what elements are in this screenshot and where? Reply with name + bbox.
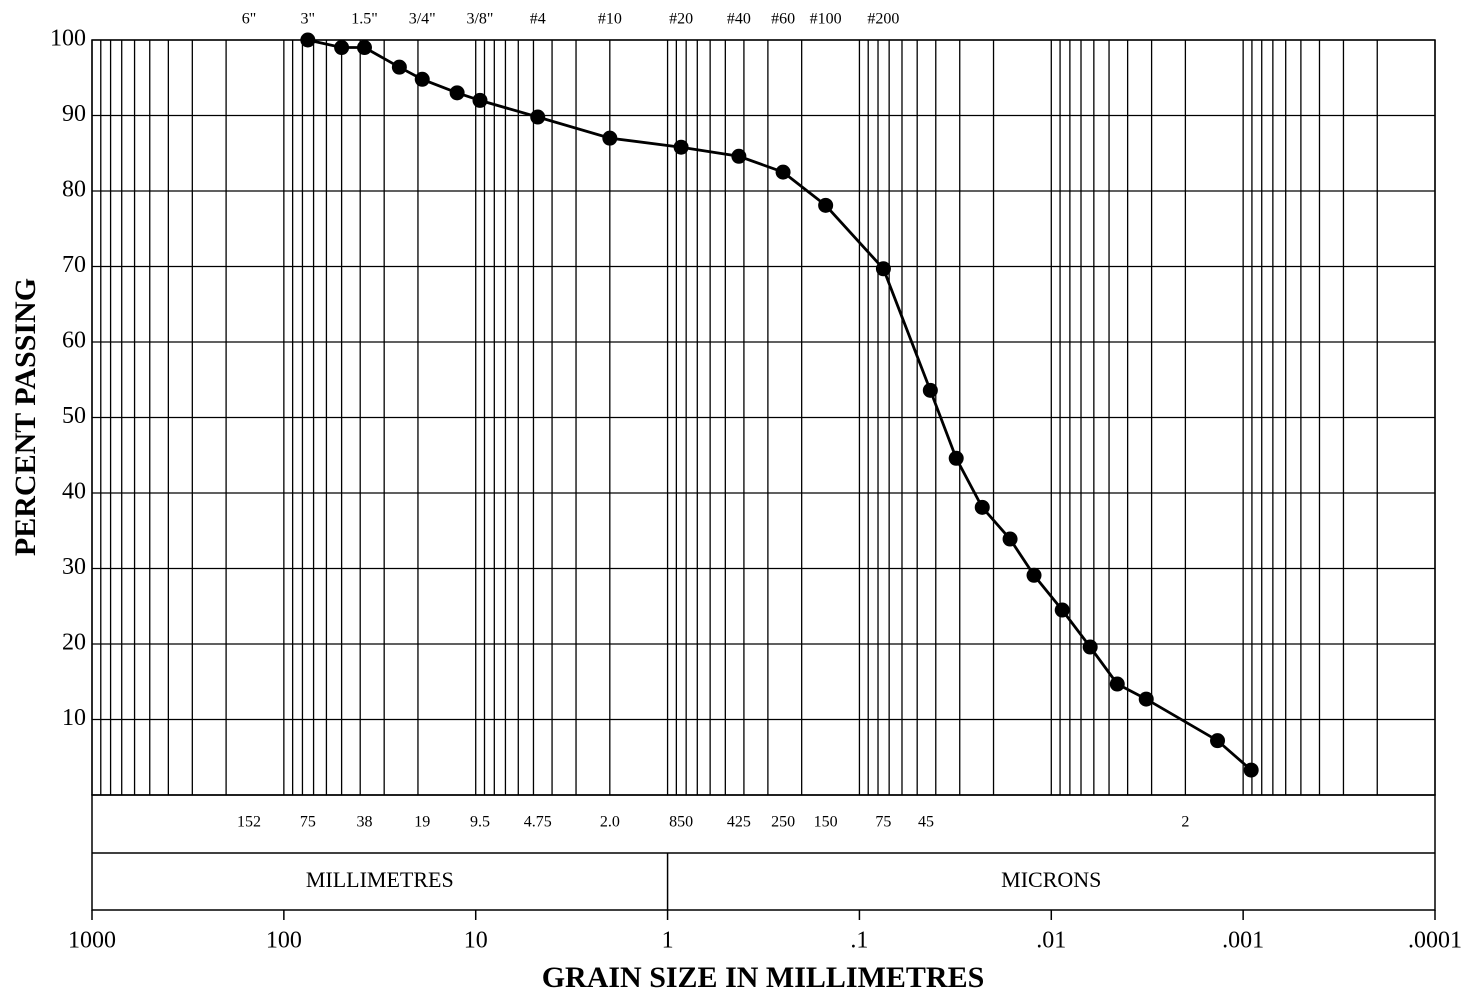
data-point <box>300 32 316 48</box>
data-point <box>414 71 430 87</box>
unit-label: MILLIMETRES <box>306 867 454 892</box>
data-point <box>1243 762 1259 778</box>
x-tick-label: 10 <box>464 928 488 954</box>
x-tick-label: .001 <box>1222 928 1264 954</box>
data-point <box>449 85 465 101</box>
y-tick-label: 80 <box>62 177 86 203</box>
y-tick-label: 100 <box>50 26 86 52</box>
size-label: 425 <box>727 814 751 831</box>
size-label: 9.5 <box>470 814 490 831</box>
sieve-label: #100 <box>810 11 842 28</box>
size-label: 2 <box>1181 814 1189 831</box>
data-point <box>1109 676 1125 692</box>
y-tick-label: 70 <box>62 252 86 278</box>
data-point <box>530 109 546 125</box>
data-point <box>775 164 791 180</box>
data-point <box>356 40 372 56</box>
size-label: 150 <box>814 814 838 831</box>
sieve-label: 6" <box>242 11 257 28</box>
data-point <box>818 197 834 213</box>
y-tick-label: 50 <box>62 403 86 429</box>
sieve-label: #20 <box>669 11 693 28</box>
data-point <box>948 450 964 466</box>
y-axis-title: PERCENT PASSING <box>9 278 42 556</box>
x-tick-label: 100 <box>266 928 302 954</box>
x-tick-label: 1 <box>662 928 674 954</box>
unit-label: MICRONS <box>1001 867 1101 892</box>
sieve-label: 3/8" <box>466 11 493 28</box>
sieve-label: #4 <box>530 11 546 28</box>
sieve-label: #40 <box>727 11 751 28</box>
size-label: 75 <box>300 814 316 831</box>
size-label: 19 <box>414 814 430 831</box>
data-point <box>334 40 350 56</box>
data-point <box>1210 733 1226 749</box>
sieve-label: #10 <box>598 11 622 28</box>
data-point <box>391 59 407 75</box>
size-label: 4.75 <box>524 814 552 831</box>
x-tick-label: .01 <box>1036 928 1066 954</box>
size-label: 250 <box>771 814 795 831</box>
data-point <box>922 382 938 398</box>
x-axis-title: GRAIN SIZE IN MILLIMETRES <box>542 961 985 994</box>
size-label: 75 <box>875 814 891 831</box>
sieve-label: #200 <box>867 11 899 28</box>
sieve-label: 3/4" <box>409 11 436 28</box>
y-tick-label: 60 <box>62 328 86 354</box>
x-tick-label: .1 <box>850 928 868 954</box>
size-label: 45 <box>918 814 934 831</box>
sieve-label: 1.5" <box>351 11 378 28</box>
y-tick-label: 20 <box>62 630 86 656</box>
size-label: 152 <box>237 814 261 831</box>
data-point <box>472 92 488 108</box>
data-point <box>673 139 689 155</box>
data-point <box>1002 531 1018 547</box>
size-label: 38 <box>356 814 372 831</box>
x-tick-label: 1000 <box>68 928 116 954</box>
size-label: 2.0 <box>600 814 620 831</box>
data-point <box>1138 691 1154 707</box>
data-point <box>1026 567 1042 583</box>
data-point <box>602 130 618 146</box>
y-tick-label: 90 <box>62 101 86 127</box>
data-point <box>1054 602 1070 618</box>
y-tick-label: 10 <box>62 705 86 731</box>
sieve-label: 3" <box>301 11 316 28</box>
x-tick-label: .0001 <box>1408 928 1462 954</box>
data-point <box>875 261 891 277</box>
data-point <box>1082 639 1098 655</box>
data-point <box>731 148 747 164</box>
size-label: 850 <box>669 814 693 831</box>
y-tick-label: 30 <box>62 554 86 580</box>
y-tick-label: 40 <box>62 479 86 505</box>
sieve-label: #60 <box>771 11 795 28</box>
data-point <box>974 499 990 515</box>
